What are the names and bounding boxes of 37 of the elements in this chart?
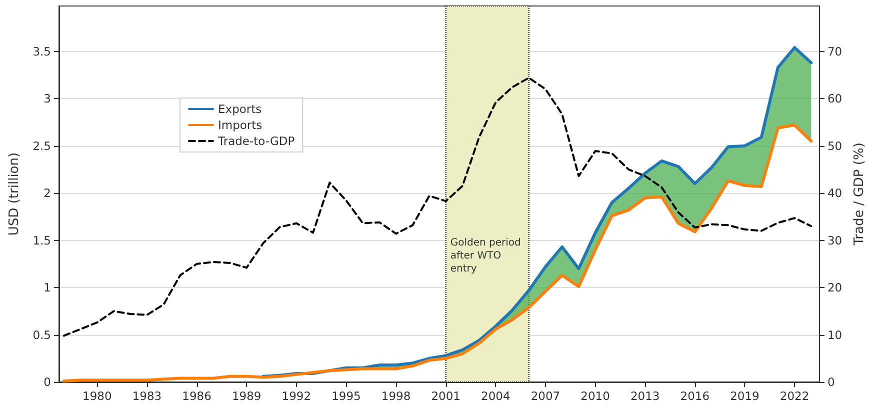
- x-tick-label: 1989: [232, 389, 262, 403]
- y2-tick-label: 30: [827, 233, 842, 248]
- y-tick-label: 3: [44, 92, 51, 106]
- band-label: Golden period after WTO entry: [450, 238, 521, 274]
- y-tick-label: 1: [44, 280, 51, 295]
- x-tick-label: 2001: [431, 389, 461, 403]
- y2-tick-label: 50: [827, 138, 842, 153]
- y2-tick-label: 40: [827, 186, 842, 200]
- y2-tick-label: 10: [827, 328, 842, 342]
- x-tick-label: 2007: [530, 389, 560, 403]
- y2-tick-label: 60: [827, 92, 842, 106]
- legend-label: Exports: [218, 102, 262, 116]
- x-tick-label: 2004: [481, 389, 510, 403]
- y2-axis-title: Trade / GDP (%): [852, 142, 867, 246]
- y2-tick-label: 70: [827, 44, 842, 58]
- x-tick-label: 1995: [332, 389, 361, 403]
- y-tick-label: 3.5: [32, 44, 51, 58]
- x-tick-label: 2010: [580, 389, 610, 403]
- y2-tick-label: 20: [827, 280, 842, 295]
- x-tick-label: 2016: [680, 389, 710, 403]
- y-tick-label: 2.5: [32, 138, 51, 153]
- y-tick-label: 0: [44, 375, 51, 389]
- x-tick-label: 2019: [730, 389, 760, 403]
- y-axis-title: USD (trillion): [7, 152, 22, 236]
- x-tick-label: 1992: [282, 389, 312, 403]
- y-tick-label: 0.5: [32, 328, 51, 342]
- x-tick-label: 1980: [82, 389, 112, 403]
- x-tick-label: 2013: [630, 389, 660, 403]
- x-tick-label: 1986: [182, 389, 212, 403]
- y2-tick-label: 0: [827, 375, 835, 389]
- x-tick-label: 1998: [381, 389, 411, 403]
- legend-label: Imports: [218, 118, 262, 132]
- x-tick-label: 1983: [132, 389, 162, 403]
- x-tick-label: 2022: [780, 389, 810, 403]
- y-tick-label: 2: [44, 186, 51, 200]
- legend-label: Trade-to-GDP: [217, 134, 295, 148]
- y-tick-label: 1.5: [32, 233, 51, 248]
